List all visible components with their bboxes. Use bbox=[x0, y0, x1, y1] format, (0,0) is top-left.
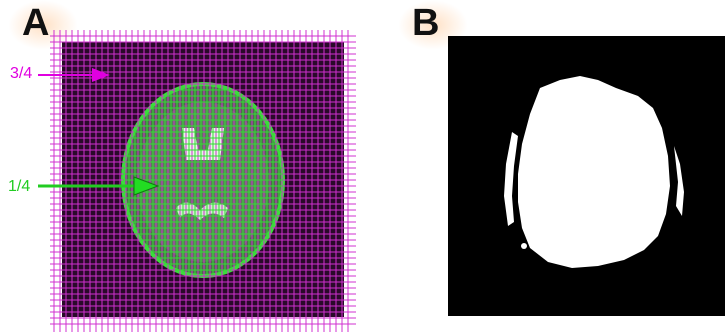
mask-left-skull-fragment bbox=[504, 132, 518, 226]
panel-a-mri-grid-image bbox=[38, 30, 356, 332]
outer-region-label: 3/4 bbox=[10, 65, 33, 82]
panel-a-letter: A bbox=[22, 2, 50, 44]
outer-arrow-head bbox=[92, 68, 110, 82]
brain-mask-shape bbox=[518, 76, 670, 268]
inner-grid bbox=[123, 84, 283, 276]
inner-arrow-head bbox=[133, 176, 160, 196]
panel-b-letter: B bbox=[412, 2, 440, 44]
panel-b-brain-mask bbox=[448, 36, 725, 316]
mask-speck bbox=[521, 243, 527, 249]
inner-region-label: 1/4 bbox=[8, 178, 31, 195]
mask-right-skull-fragment bbox=[674, 146, 684, 216]
